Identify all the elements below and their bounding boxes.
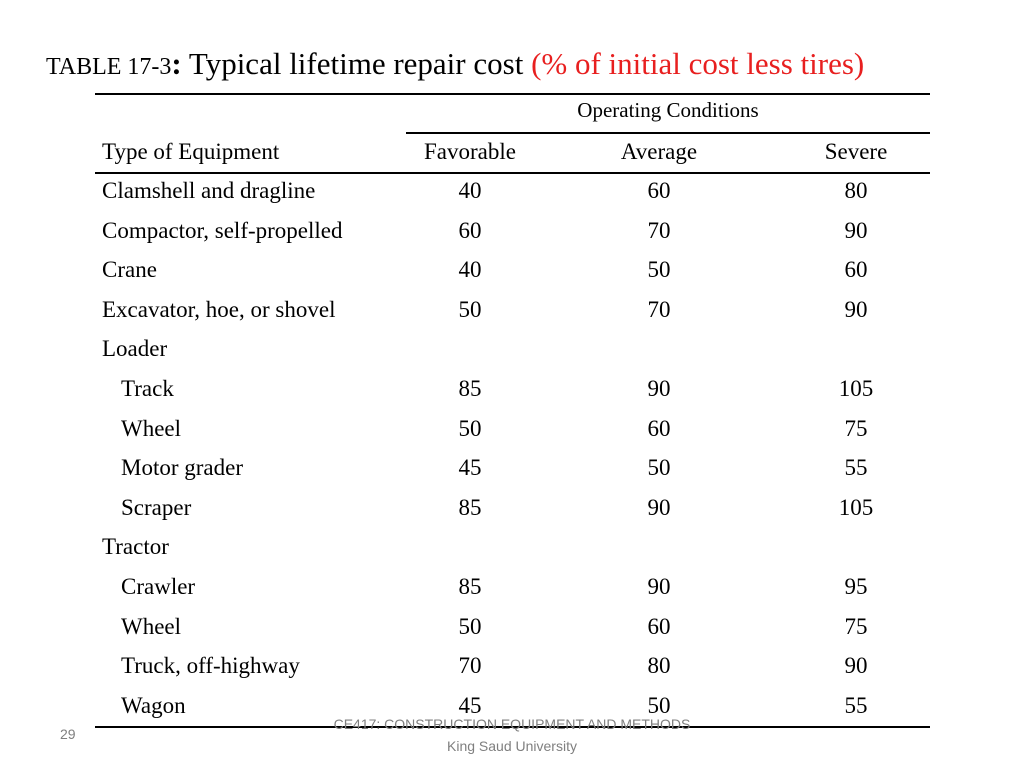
table-bottom-rule bbox=[95, 726, 930, 728]
severe-value: 55 bbox=[844, 692, 868, 718]
title-colon: : bbox=[171, 46, 182, 81]
row-label: Wagon bbox=[121, 692, 186, 718]
table-row: Wheel 50 60 75 bbox=[0, 411, 1024, 451]
row-label: Scraper bbox=[121, 494, 192, 520]
severe-value: 90 bbox=[844, 653, 868, 679]
severe-value: 75 bbox=[844, 415, 868, 441]
group-header-rule bbox=[406, 132, 930, 134]
table-row: Wagon 45 50 55 bbox=[0, 688, 1024, 728]
table-row: Crawler 85 90 95 bbox=[0, 569, 1024, 609]
group-label: Tractor bbox=[102, 534, 169, 560]
favorable-value: 50 bbox=[458, 613, 482, 639]
table-number: TABLE 17-3 bbox=[46, 54, 172, 80]
average-value: 50 bbox=[647, 257, 671, 283]
column-header-severe: Severe bbox=[824, 139, 888, 164]
row-label: Excavator, hoe, or shovel bbox=[102, 296, 336, 322]
table-row: Truck, off-highway 70 80 90 bbox=[0, 648, 1024, 688]
average-value: 60 bbox=[647, 415, 671, 441]
average-value: 90 bbox=[647, 573, 671, 599]
table-row: Motor grader 45 50 55 bbox=[0, 450, 1024, 490]
favorable-value: 85 bbox=[458, 573, 482, 599]
severe-value: 90 bbox=[844, 296, 868, 322]
favorable-value: 50 bbox=[458, 415, 482, 441]
favorable-value: 40 bbox=[458, 178, 482, 203]
row-label: Crawler bbox=[121, 573, 196, 599]
row-label: Crane bbox=[102, 257, 157, 283]
table-group-row: Loader bbox=[0, 331, 1024, 371]
table-title: TABLE 17-3: Typical lifetime repair cost… bbox=[46, 44, 864, 87]
table-row: Clamshell and dragline 40 60 80 bbox=[0, 173, 1024, 213]
slide-number: 29 bbox=[60, 726, 76, 742]
severe-value: 60 bbox=[844, 257, 868, 283]
header-rule bbox=[95, 172, 930, 174]
table-row: Track 85 90 105 bbox=[0, 371, 1024, 411]
average-value: 70 bbox=[647, 296, 671, 322]
row-label: Motor grader bbox=[121, 455, 243, 481]
table-row: Compactor, self-propelled 60 70 90 bbox=[0, 213, 1024, 253]
average-value: 50 bbox=[647, 455, 671, 481]
severe-value: 105 bbox=[838, 375, 874, 401]
row-label: Wheel bbox=[121, 415, 182, 441]
row-label: Clamshell and dragline bbox=[102, 178, 316, 203]
table-row: Crane 40 50 60 bbox=[0, 252, 1024, 292]
column-header-favorable: Favorable bbox=[424, 139, 516, 164]
column-header-type: Type of Equipment bbox=[102, 139, 280, 164]
table-group-row: Tractor bbox=[0, 529, 1024, 569]
favorable-value: 70 bbox=[458, 653, 482, 679]
average-value: 90 bbox=[647, 494, 671, 520]
title-main: Typical lifetime repair cost bbox=[188, 46, 524, 81]
table-row: Wheel 50 60 75 bbox=[0, 609, 1024, 649]
row-label: Compactor, self-propelled bbox=[102, 217, 343, 243]
favorable-value: 50 bbox=[458, 296, 482, 322]
favorable-value: 85 bbox=[458, 494, 482, 520]
severe-value: 75 bbox=[844, 613, 868, 639]
table-row: Excavator, hoe, or shovel 50 70 90 bbox=[0, 292, 1024, 332]
favorable-value: 85 bbox=[458, 375, 482, 401]
favorable-value: 45 bbox=[458, 692, 482, 718]
average-value: 80 bbox=[647, 653, 671, 679]
row-label: Truck, off-highway bbox=[121, 653, 300, 679]
table-top-rule bbox=[95, 93, 930, 95]
severe-value: 80 bbox=[844, 178, 868, 203]
table-body: Clamshell and dragline 40 60 80 Compacto… bbox=[0, 173, 1024, 727]
severe-value: 55 bbox=[844, 455, 868, 481]
footer-university: King Saud University bbox=[447, 738, 577, 754]
favorable-value: 60 bbox=[458, 217, 482, 243]
severe-value: 95 bbox=[844, 573, 868, 599]
row-label: Track bbox=[121, 375, 174, 401]
row-label: Wheel bbox=[121, 613, 182, 639]
average-value: 60 bbox=[647, 613, 671, 639]
severe-value: 105 bbox=[838, 494, 874, 520]
average-value: 70 bbox=[647, 217, 671, 243]
severe-value: 90 bbox=[844, 217, 868, 243]
table-row: Scraper 85 90 105 bbox=[0, 490, 1024, 530]
footer-course: CE417: CONSTRUCTION EQUIPMENT AND METHOD… bbox=[333, 716, 691, 732]
title-qualifier: (% of initial cost less tires) bbox=[531, 46, 865, 81]
average-value: 60 bbox=[647, 178, 671, 203]
column-header-average: Average bbox=[620, 139, 698, 164]
operating-conditions-header: Operating Conditions bbox=[577, 98, 759, 122]
average-value: 50 bbox=[647, 692, 671, 718]
favorable-value: 40 bbox=[458, 257, 482, 283]
group-label: Loader bbox=[102, 336, 168, 362]
favorable-value: 45 bbox=[458, 455, 482, 481]
average-value: 90 bbox=[647, 375, 671, 401]
